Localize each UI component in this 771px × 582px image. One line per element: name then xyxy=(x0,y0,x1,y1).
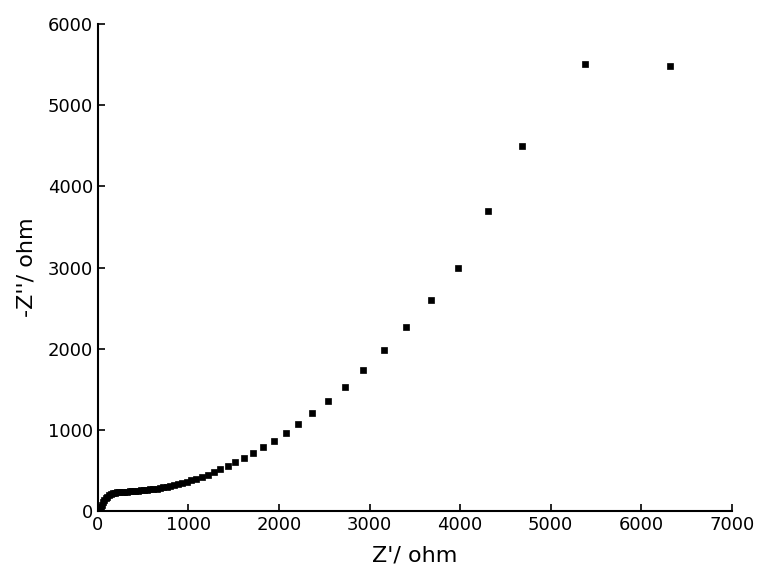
X-axis label: Z'/ ohm: Z'/ ohm xyxy=(372,545,457,565)
Y-axis label: -Z''/ ohm: -Z''/ ohm xyxy=(17,218,37,317)
